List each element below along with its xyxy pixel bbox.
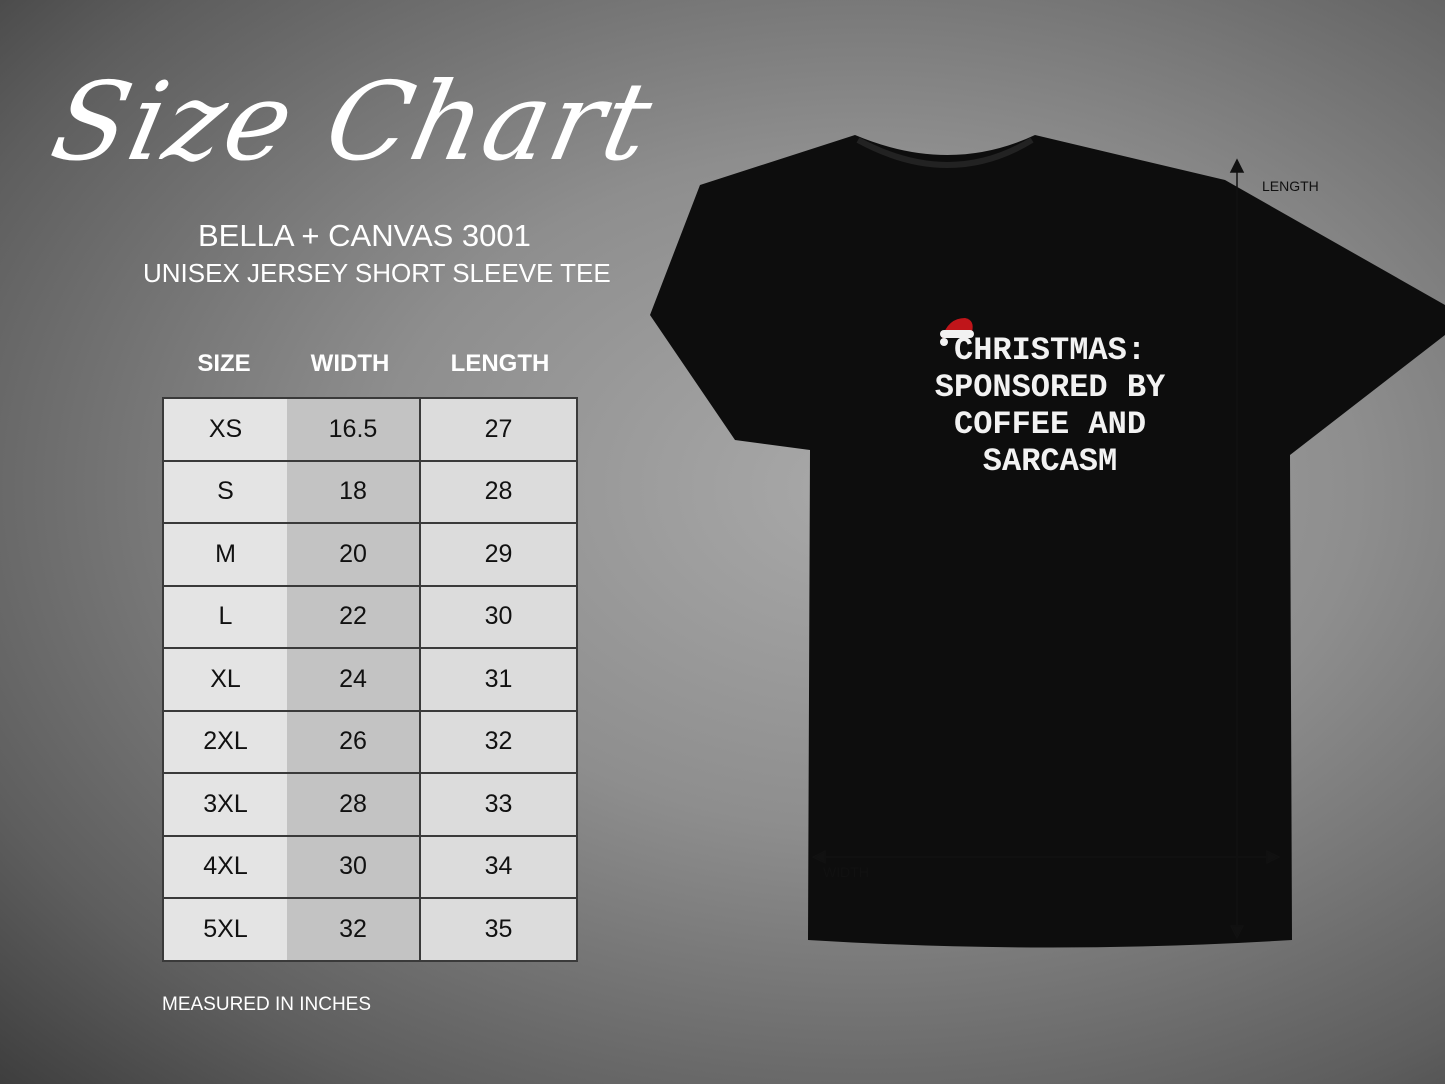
size-table: XS 16.5 27 S 18 28 M 20 29 L 22 30 XL 24 31 2XL 26 32 3XL 2… xyxy=(162,397,578,962)
table-row: S 18 28 xyxy=(162,459,578,524)
width-label: WIDTH xyxy=(823,864,869,880)
width-arrow xyxy=(811,849,1281,865)
size-cell: XS xyxy=(162,397,287,462)
measurement-note: MEASURED IN INCHES xyxy=(162,994,372,1015)
print-line: COFFEE AND xyxy=(953,406,1147,443)
length-arrow xyxy=(1229,158,1245,940)
length-cell: 33 xyxy=(419,772,578,837)
print-line: SARCASM xyxy=(982,443,1118,480)
size-cell: 5XL xyxy=(162,897,287,962)
length-cell: 28 xyxy=(419,459,578,524)
width-cell: 32 xyxy=(287,897,421,962)
width-cell: 18 xyxy=(287,459,421,524)
width-cell: 22 xyxy=(287,584,421,649)
length-cell: 35 xyxy=(419,897,578,962)
header-width: WIDTH xyxy=(310,350,390,377)
length-label: LENGTH xyxy=(1262,178,1319,194)
width-cell: 20 xyxy=(287,522,421,587)
print-line: SPONSORED BY xyxy=(934,369,1166,406)
table-row: 3XL 28 33 xyxy=(162,772,578,837)
table-row: M 20 29 xyxy=(162,522,578,587)
print-line: CHRISTMAS: xyxy=(953,332,1147,369)
santa-hat-icon xyxy=(940,318,974,346)
table-row: XL 24 31 xyxy=(162,647,578,712)
table-row: 4XL 30 34 xyxy=(162,834,578,899)
length-cell: 32 xyxy=(419,709,578,774)
tshirt-shape xyxy=(650,135,1445,948)
size-cell: 2XL xyxy=(162,709,287,774)
size-cell: M xyxy=(162,522,287,587)
length-cell: 34 xyxy=(419,834,578,899)
size-cell: 4XL xyxy=(162,834,287,899)
width-cell: 28 xyxy=(287,772,421,837)
header-size: SIZE xyxy=(197,350,251,377)
table-row: 2XL 26 32 xyxy=(162,709,578,774)
shirt-print-text: CHRISTMAS: SPONSORED BY COFFEE AND SARCA… xyxy=(900,332,1200,480)
table-row: 5XL 32 35 xyxy=(162,897,578,962)
header-length: LENGTH xyxy=(450,350,550,377)
length-cell: 29 xyxy=(419,522,578,587)
width-cell: 26 xyxy=(287,709,421,774)
size-cell: S xyxy=(162,459,287,524)
length-cell: 30 xyxy=(419,584,578,649)
product-name: UNISEX JERSEY SHORT SLEEVE TEE xyxy=(143,258,611,288)
table-row: L 22 30 xyxy=(162,584,578,649)
size-cell: XL xyxy=(162,647,287,712)
width-cell: 24 xyxy=(287,647,421,712)
brand-model: BELLA + CANVAS 3001 xyxy=(198,218,531,253)
width-cell: 30 xyxy=(287,834,421,899)
length-cell: 27 xyxy=(419,397,578,462)
collar xyxy=(856,137,1034,168)
table-row: XS 16.5 27 xyxy=(162,397,578,462)
width-cell: 16.5 xyxy=(287,397,421,462)
size-cell: L xyxy=(162,584,287,649)
length-cell: 31 xyxy=(419,647,578,712)
size-cell: 3XL xyxy=(162,772,287,837)
